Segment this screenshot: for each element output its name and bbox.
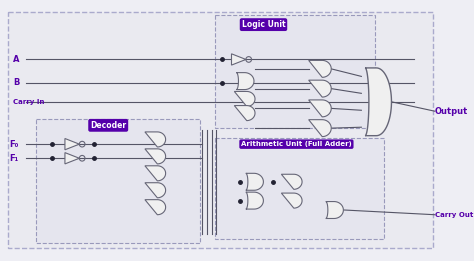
Polygon shape xyxy=(65,153,79,164)
Polygon shape xyxy=(145,200,165,215)
Text: Carry Out: Carry Out xyxy=(435,212,473,218)
Bar xyxy=(36,119,201,243)
Polygon shape xyxy=(309,100,331,117)
Text: Arithmetic Unit (Full Adder): Arithmetic Unit (Full Adder) xyxy=(241,141,352,147)
Polygon shape xyxy=(237,73,254,90)
Text: B: B xyxy=(13,79,19,87)
Polygon shape xyxy=(282,174,302,189)
Text: Logic Unit: Logic Unit xyxy=(242,20,285,29)
Polygon shape xyxy=(145,149,165,164)
Polygon shape xyxy=(326,201,343,218)
Text: F₀: F₀ xyxy=(9,140,18,149)
Polygon shape xyxy=(309,60,331,77)
Polygon shape xyxy=(234,91,255,106)
Text: F₁: F₁ xyxy=(9,154,18,163)
Bar xyxy=(215,138,384,239)
Polygon shape xyxy=(145,183,165,198)
Text: Output: Output xyxy=(435,107,468,116)
Polygon shape xyxy=(145,132,165,147)
Polygon shape xyxy=(231,54,246,65)
Bar xyxy=(215,15,374,128)
Polygon shape xyxy=(246,192,264,209)
Polygon shape xyxy=(365,68,392,136)
Polygon shape xyxy=(246,173,264,190)
Polygon shape xyxy=(234,105,255,121)
Polygon shape xyxy=(145,166,165,181)
Text: Carry In: Carry In xyxy=(13,99,45,105)
Polygon shape xyxy=(282,193,302,208)
Polygon shape xyxy=(309,120,331,137)
Polygon shape xyxy=(309,80,331,97)
Polygon shape xyxy=(65,139,79,150)
Text: A: A xyxy=(13,55,20,64)
Text: Decoder: Decoder xyxy=(90,121,126,130)
